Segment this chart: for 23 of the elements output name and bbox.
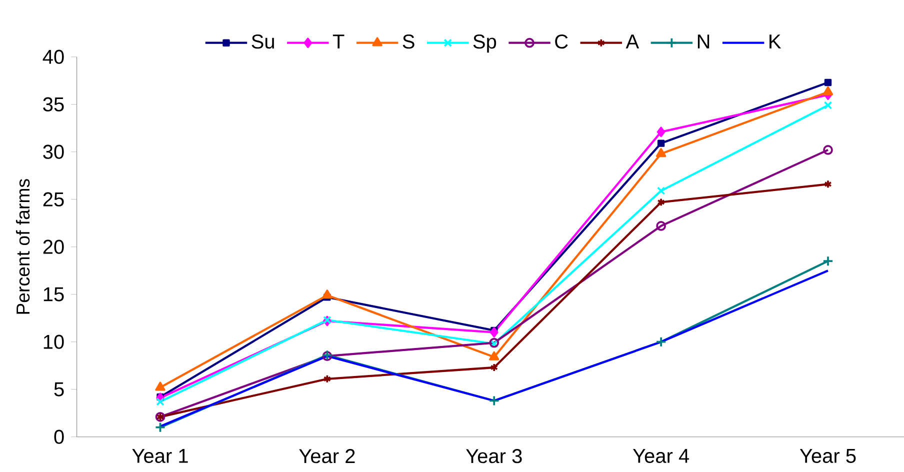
y-tick-label: 35 [43, 97, 64, 112]
x-tick-label: Year 3 [466, 449, 522, 464]
legend-label: N [698, 34, 710, 48]
y-tick-label: 25 [43, 192, 64, 206]
y-tick-label: 10 [44, 334, 64, 349]
legend-label: K [770, 34, 782, 48]
legend-label: T [332, 34, 344, 48]
y-tick-label: 20 [43, 240, 64, 254]
y-axis-title: Percent of farms [16, 179, 30, 314]
y-tick-label: 40 [42, 50, 64, 64]
y-tick-label: 15 [44, 287, 64, 302]
y-tick-label: 5 [54, 382, 64, 396]
x-tick-label: Year 5 [800, 449, 856, 463]
legend-label: C [555, 34, 568, 49]
legend-label: Sp [473, 34, 496, 53]
x-tick-label: Year 4 [632, 449, 690, 463]
legend-label: A [626, 34, 640, 48]
y-tick-label: 0 [54, 430, 64, 444]
legend-label: S [402, 34, 414, 49]
x-tick-label: Year 1 [132, 449, 188, 463]
y-tick-label: 30 [43, 144, 64, 159]
legend-label: Su [252, 34, 274, 49]
x-tick-label: Year 2 [299, 449, 355, 464]
